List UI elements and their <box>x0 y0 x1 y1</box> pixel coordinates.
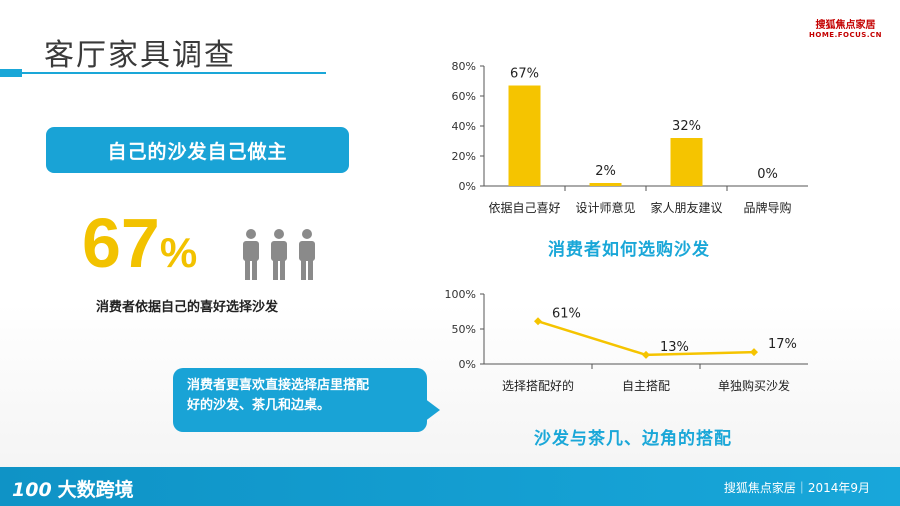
people-icons <box>240 228 318 280</box>
bar-data-label: 67% <box>510 67 539 82</box>
footer-bar: 100 大数跨境 搜狐焦点家居｜2014年9月 <box>0 467 900 506</box>
person-icon <box>243 229 259 280</box>
sohu-focus-logo: 搜狐焦点家居 HOME.FOCUS.CN <box>809 16 882 39</box>
bar <box>670 138 703 186</box>
line-data-label: 61% <box>552 306 581 321</box>
line-category-label: 单独购买沙发 <box>718 378 790 393</box>
brand-logo-mark: 100 <box>12 479 52 501</box>
line-series <box>537 320 755 357</box>
headline-badge: 自己的沙发自己做主 <box>46 127 349 173</box>
big-percentage-number: 67 <box>82 204 160 282</box>
bar-y-tick-label: 40% <box>452 120 476 133</box>
title-underline <box>0 72 326 74</box>
footer-brand: 100 大数跨境 <box>12 475 134 502</box>
bar-y-tick-label: 0% <box>459 180 476 193</box>
title-accent-bar <box>0 69 22 77</box>
line-point <box>750 348 758 357</box>
bar-data-label: 2% <box>595 164 616 179</box>
line-data-label: 17% <box>768 337 797 352</box>
callout-line-2: 好的沙发、茶几和边桌。 <box>187 398 331 414</box>
line-data-label: 13% <box>660 340 689 355</box>
line-y-tick-label: 0% <box>459 358 476 371</box>
page-title: 客厅家具调查 <box>44 38 236 73</box>
brand-name: 大数跨境 <box>57 479 134 501</box>
line-category-label: 自主搭配 <box>622 379 670 393</box>
bar-y-tick-label: 60% <box>452 90 476 103</box>
bar-y-tick-label: 80% <box>452 60 476 73</box>
line-point <box>642 350 650 359</box>
logo-text-en: HOME.FOCUS.CN <box>809 31 882 39</box>
bar-category-label: 设计师意见 <box>575 200 635 215</box>
line-y-tick-label: 50% <box>452 323 476 336</box>
bar-category-label: 依据自己喜好 <box>488 200 560 215</box>
big-percentage: 67% <box>82 208 197 278</box>
line-point <box>534 317 542 326</box>
bar-y-tick-label: 20% <box>452 150 476 163</box>
line-category-label: 选择搭配好的 <box>502 378 574 393</box>
bar <box>508 85 541 186</box>
logo-text-cn: 搜狐焦点家居 <box>815 20 876 31</box>
bar-category-label: 家人朋友建议 <box>650 200 722 215</box>
left-caption: 消费者依据自己的喜好选择沙发 <box>96 300 279 315</box>
line-chart-title: 沙发与茶几、边角的搭配 <box>534 429 732 449</box>
bar-data-label: 0% <box>757 167 778 182</box>
bar-category-label: 品牌导购 <box>743 200 791 215</box>
bar <box>589 183 622 186</box>
callout-box: 消费者更喜欢直接选择店里搭配 好的沙发、茶几和边桌。 <box>173 368 427 432</box>
callout-line-1: 消费者更喜欢直接选择店里搭配 <box>187 378 370 393</box>
bar-chart-title: 消费者如何选购沙发 <box>548 240 710 260</box>
line-y-tick-label: 100% <box>445 288 476 301</box>
callout-tail <box>424 398 440 422</box>
person-icon <box>271 229 287 280</box>
footer-source: 搜狐焦点家居｜2014年9月 <box>723 481 870 495</box>
bar-data-label: 32% <box>672 119 701 134</box>
person-icon <box>299 229 315 280</box>
big-percentage-sign: % <box>159 229 198 276</box>
